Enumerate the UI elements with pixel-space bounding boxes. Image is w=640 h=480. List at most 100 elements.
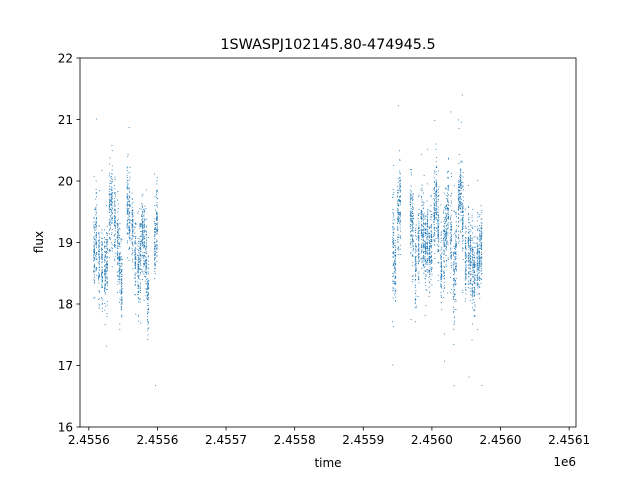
data-point <box>394 266 396 268</box>
data-point <box>477 211 478 213</box>
data-point <box>430 210 432 212</box>
data-point <box>444 250 446 252</box>
data-point <box>414 265 416 267</box>
data-point <box>443 277 445 279</box>
data-point <box>428 260 430 262</box>
data-point <box>410 215 412 217</box>
data-point <box>106 267 108 269</box>
data-point <box>458 205 460 207</box>
data-point <box>444 245 446 246</box>
data-point <box>462 226 464 228</box>
data-point <box>450 242 451 244</box>
data-point <box>114 204 116 206</box>
data-point <box>453 263 455 265</box>
data-point <box>480 245 482 247</box>
data-point <box>147 319 149 321</box>
data-point <box>430 225 432 227</box>
data-point <box>412 238 414 240</box>
data-point <box>474 247 476 249</box>
data-point <box>154 228 156 230</box>
data-point <box>139 254 141 256</box>
data-point <box>435 200 437 202</box>
data-point <box>412 222 414 223</box>
data-point <box>392 242 394 243</box>
data-point <box>430 261 432 263</box>
data-point <box>148 308 149 309</box>
data-point <box>393 191 395 193</box>
data-point <box>426 250 428 252</box>
data-point <box>434 218 436 220</box>
data-point <box>460 190 462 192</box>
data-point <box>418 229 420 231</box>
data-point <box>94 296 96 298</box>
data-point <box>98 305 100 307</box>
data-point <box>397 222 399 224</box>
data-point <box>154 257 156 259</box>
data-point <box>113 219 115 221</box>
data-point <box>400 221 402 223</box>
data-point <box>427 226 429 228</box>
data-point <box>435 171 437 173</box>
data-point <box>128 218 130 220</box>
data-point <box>433 217 435 219</box>
data-point <box>104 272 106 274</box>
data-point <box>127 213 129 215</box>
data-point <box>127 187 129 189</box>
data-point <box>397 202 399 204</box>
data-point <box>430 243 432 244</box>
data-point <box>434 195 436 197</box>
data-point <box>443 236 445 238</box>
data-point <box>95 270 97 272</box>
data-point <box>104 269 106 271</box>
data-point <box>477 277 479 279</box>
data-point <box>118 260 120 262</box>
data-point <box>129 205 131 207</box>
data-point <box>453 278 455 280</box>
data-point <box>426 269 428 271</box>
data-point <box>400 186 401 188</box>
data-point <box>134 243 136 245</box>
y-tick-label: 21 <box>58 113 73 127</box>
data-point <box>114 239 116 241</box>
data-point <box>468 226 470 228</box>
data-point <box>139 242 141 244</box>
data-point <box>141 230 143 232</box>
data-point <box>414 259 416 261</box>
data-point <box>119 238 121 240</box>
data-point <box>425 289 427 291</box>
data-point <box>427 258 429 260</box>
data-point <box>438 219 440 221</box>
data-point <box>140 260 142 262</box>
data-point <box>473 265 475 267</box>
data-point <box>106 243 108 245</box>
data-point <box>451 193 452 194</box>
data-point <box>465 245 467 247</box>
data-point <box>399 195 401 197</box>
data-point <box>421 190 423 192</box>
data-point <box>137 265 139 267</box>
data-point <box>440 265 442 267</box>
data-point <box>460 198 462 200</box>
data-point <box>111 250 113 252</box>
data-point <box>143 238 145 240</box>
data-point <box>399 190 401 192</box>
data-point <box>415 224 417 226</box>
data-point <box>131 239 133 241</box>
data-point <box>121 259 123 261</box>
data-point <box>429 257 430 259</box>
data-point <box>104 269 106 270</box>
data-point <box>127 227 129 229</box>
data-point <box>420 258 422 260</box>
data-point <box>458 209 459 211</box>
data-point <box>443 257 445 259</box>
data-point <box>451 289 452 290</box>
data-point <box>146 231 147 233</box>
data-point <box>156 216 158 218</box>
data-point <box>399 212 401 214</box>
data-point <box>95 233 97 235</box>
data-point <box>430 236 432 238</box>
data-point <box>119 282 121 284</box>
data-point <box>119 272 121 274</box>
data-point <box>479 215 480 217</box>
data-point <box>154 254 155 256</box>
